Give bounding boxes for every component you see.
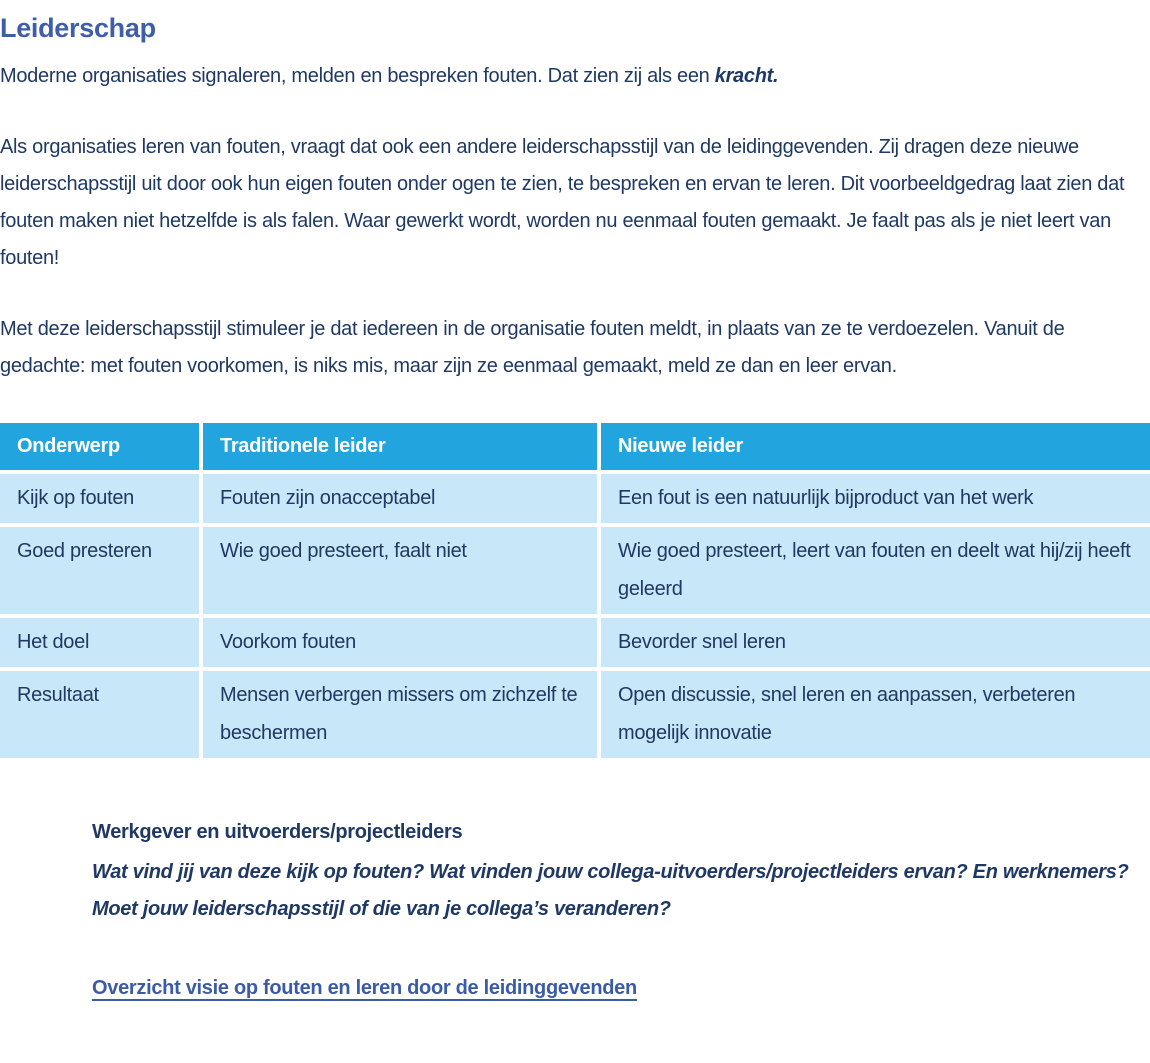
table-row: Kijk op fouten Fouten zijn onacceptabel … <box>0 474 1150 527</box>
table-cell: Goed presteren <box>0 527 203 618</box>
table-row: Het doel Voorkom fouten Bevorder snel le… <box>0 618 1150 671</box>
overview-link[interactable]: Overzicht visie op fouten en leren door … <box>92 977 637 999</box>
leadership-comparison-table: Onderwerp Traditionele leider Nieuwe lei… <box>0 423 1150 758</box>
table-cell: Resultaat <box>0 671 203 758</box>
page-title: Leiderschap <box>0 13 156 43</box>
table-header-traditionele-leider: Traditionele leider <box>203 423 601 474</box>
table-cell: Wie goed presteert, leert van fouten en … <box>601 527 1150 618</box>
table-cell: Mensen verbergen missers om zichzelf te … <box>203 671 601 758</box>
table-header-nieuwe-leider: Nieuwe leider <box>601 423 1150 474</box>
table-cell: Bevorder snel leren <box>601 618 1150 671</box>
assignment-section: Werkgever en uitvoerders/projectleiders … <box>92 814 1150 1007</box>
intro-paragraph: Moderne organisaties signaleren, melden … <box>0 58 1150 95</box>
table-cell: Voorkom fouten <box>203 618 601 671</box>
table-row: Goed presteren Wie goed presteert, faalt… <box>0 527 1150 618</box>
table-cell: Fouten zijn onacceptabel <box>203 474 601 527</box>
assignment-question: Wat vind jij van deze kijk op fouten? Wa… <box>92 861 1129 920</box>
table-cell: Wie goed presteert, faalt niet <box>203 527 601 618</box>
table-cell: Kijk op fouten <box>0 474 203 527</box>
paragraph-leadership-style: Als organisaties leren van fouten, vraag… <box>0 136 1125 269</box>
table-header-row: Onderwerp Traditionele leider Nieuwe lei… <box>0 423 1150 474</box>
table-cell: Het doel <box>0 618 203 671</box>
intro-emphasis: kracht. <box>714 65 779 87</box>
intro-text: Moderne organisaties signaleren, melden … <box>0 65 715 87</box>
paragraph-stimulate: Met deze leiderschapsstijl stimuleer je … <box>0 318 1065 377</box>
table-cell: Open discussie, snel leren en aanpassen,… <box>601 671 1150 758</box>
table-cell: Een fout is een natuurlijk bijproduct va… <box>601 474 1150 527</box>
document-page: Leiderschap Moderne organisaties signale… <box>0 13 1150 1007</box>
assignment-heading: Werkgever en uitvoerders/projectleiders <box>92 821 463 843</box>
table-header-onderwerp: Onderwerp <box>0 423 203 474</box>
table-row: Resultaat Mensen verbergen missers om zi… <box>0 671 1150 758</box>
